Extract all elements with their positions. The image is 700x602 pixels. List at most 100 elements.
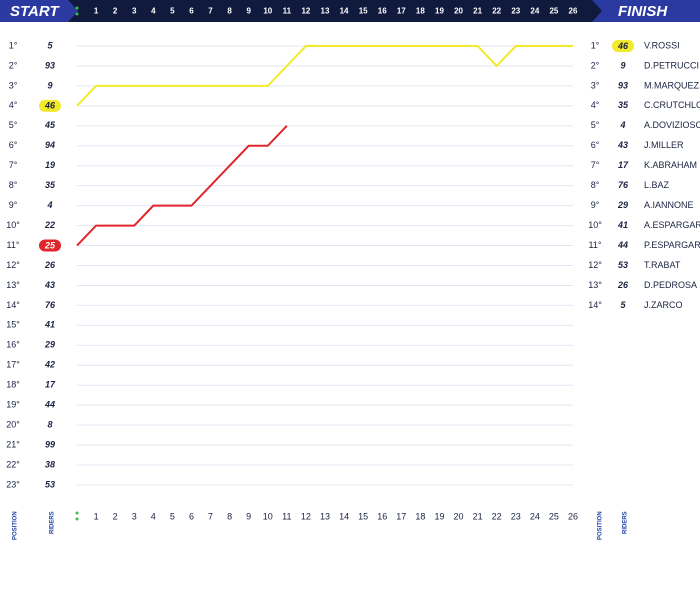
header-lap: 22 <box>492 7 501 16</box>
finish-position: 9° <box>591 200 600 210</box>
rider-number: 53 <box>618 260 628 270</box>
y-tick-label: 8° <box>9 180 18 190</box>
header-bar <box>0 0 700 22</box>
finish-position: 12° <box>588 260 602 270</box>
finish-position: 7° <box>591 160 600 170</box>
header-lap: 3 <box>132 7 137 16</box>
header-lap: 20 <box>454 7 463 16</box>
finish-name: L.BAZ <box>644 180 670 190</box>
header-lap: 5 <box>170 7 175 16</box>
y-tick-label: 10° <box>6 220 20 230</box>
y-tick-label: 6° <box>9 140 18 150</box>
finish-name: A.ESPARGARÓ <box>644 220 700 230</box>
axis-label: RIDERS <box>50 511 56 534</box>
x-tick-label: 1 <box>94 511 99 521</box>
rider-number: 4 <box>619 120 625 130</box>
x-tick-label: 25 <box>549 511 559 521</box>
y-tick-label: 9° <box>9 200 18 210</box>
x-tick-label: 17 <box>396 511 406 521</box>
finish-position: 14° <box>588 300 602 310</box>
rider-number: 25 <box>44 240 56 250</box>
finish-name: M.MARQUEZ <box>644 80 700 90</box>
y-tick-label: 1° <box>9 40 18 50</box>
x-tick-label: 20 <box>454 511 464 521</box>
dot <box>75 517 79 521</box>
x-tick-label: 5 <box>170 511 175 521</box>
x-tick-label: 15 <box>358 511 368 521</box>
x-tick-label: 6 <box>189 511 194 521</box>
rider-icon <box>612 40 634 52</box>
rider-number: 94 <box>45 140 55 150</box>
start-label: START <box>10 3 60 20</box>
finish-name: P.ESPARGARÓ <box>644 240 700 250</box>
header-lap: 9 <box>246 7 251 16</box>
header-lap: 13 <box>321 7 330 16</box>
axis-label: POSITION <box>13 511 19 540</box>
position-line <box>76 125 288 247</box>
finish-position: 3° <box>591 80 600 90</box>
finish-position: 2° <box>591 60 600 70</box>
dot <box>75 12 79 16</box>
header-lap: 7 <box>208 7 213 16</box>
rider-number: 22 <box>44 220 55 230</box>
position-line <box>76 45 573 107</box>
y-tick-label: 16° <box>6 340 20 350</box>
finish-name: D.PEDROSA <box>644 280 697 290</box>
finish-position: 11° <box>589 240 602 250</box>
rider-number: 19 <box>45 160 55 170</box>
finish-name: V.ROSSI <box>644 40 680 50</box>
header-lap: 11 <box>283 7 292 16</box>
rider-number: 5 <box>47 40 53 50</box>
header-lap: 25 <box>549 7 558 16</box>
header-lap: 16 <box>378 7 387 16</box>
rider-number: 46 <box>44 101 56 111</box>
header-lap: 15 <box>359 7 368 16</box>
finish-position: 10° <box>588 220 602 230</box>
x-tick-label: 8 <box>227 511 232 521</box>
header-lap: 24 <box>530 7 539 16</box>
rider-number: 29 <box>617 200 628 210</box>
rider-number: 76 <box>45 300 56 310</box>
rider-number: 4 <box>46 200 52 210</box>
finish-position: 5° <box>591 120 600 130</box>
y-tick-label: 15° <box>6 320 20 330</box>
x-tick-label: 21 <box>473 511 483 521</box>
finish-name: K.ABRAHAM <box>644 160 697 170</box>
rider-number: 93 <box>45 60 55 70</box>
rider-number: 26 <box>44 260 56 270</box>
x-tick-label: 26 <box>568 511 578 521</box>
axis-label: POSITION <box>598 511 604 540</box>
header-lap: 8 <box>227 7 232 16</box>
rider-number: 26 <box>617 280 629 290</box>
rider-number: 76 <box>618 180 629 190</box>
header-lap: 2 <box>113 7 118 16</box>
x-tick-label: 4 <box>151 511 156 521</box>
finish-name: C.CRUTCHLOW <box>644 100 700 110</box>
rider-number: 5 <box>620 300 626 310</box>
rider-number: 42 <box>44 360 55 370</box>
finish-box <box>592 0 700 22</box>
header-lap: 4 <box>151 7 156 16</box>
y-tick-label: 13° <box>6 280 20 290</box>
y-tick-label: 11° <box>7 240 20 250</box>
rider-number: 99 <box>45 439 55 449</box>
x-tick-label: 19 <box>434 511 444 521</box>
finish-name: D.PETRUCCI <box>644 60 699 70</box>
x-tick-label: 11 <box>282 511 291 521</box>
rider-number: 43 <box>44 280 55 290</box>
y-tick-label: 21° <box>6 439 20 449</box>
header-lap: 12 <box>301 7 310 16</box>
x-tick-label: 14 <box>339 511 349 521</box>
x-tick-label: 16 <box>377 511 387 521</box>
rider-number: 8 <box>47 420 52 430</box>
y-tick-label: 22° <box>6 459 20 469</box>
x-tick-label: 10 <box>263 511 273 521</box>
header-lap: 19 <box>435 7 444 16</box>
y-tick-label: 18° <box>6 380 20 390</box>
header-lap: 10 <box>263 7 272 16</box>
y-tick-label: 23° <box>6 479 20 489</box>
dot <box>75 6 79 10</box>
rider-number: 46 <box>617 41 629 51</box>
finish-position: 13° <box>588 280 602 290</box>
